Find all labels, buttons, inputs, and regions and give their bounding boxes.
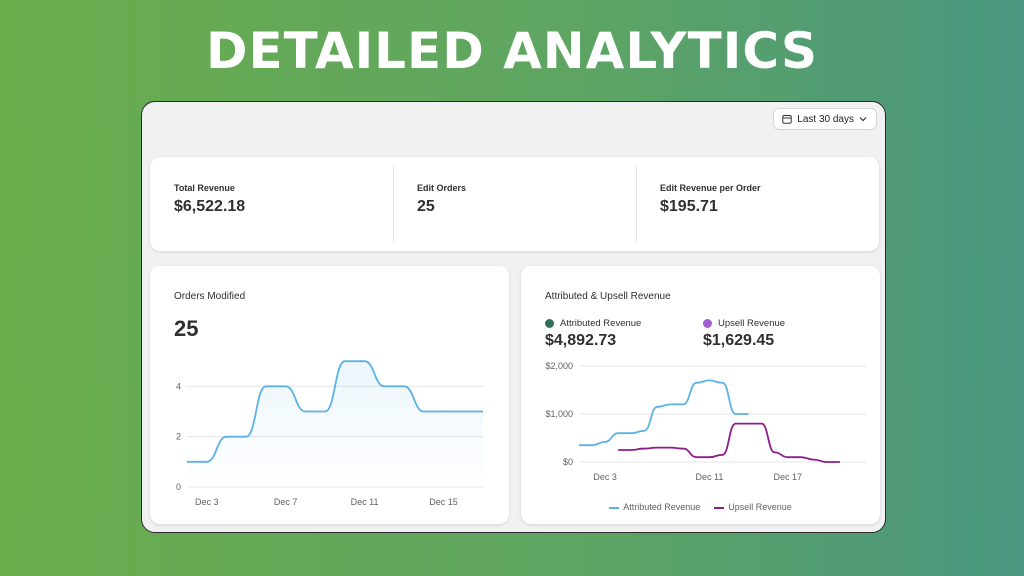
x-tick-label: Dec 7 [274,497,298,507]
y-tick-label: 2 [176,432,181,442]
legend-upsell-label: Upsell Revenue [728,502,792,512]
revenue-panel: Attributed & Upsell Revenue Attributed R… [521,266,880,524]
hero-title: DETAILED ANALYTICS [206,22,818,80]
x-tick-label: Dec 11 [351,497,379,507]
attributed-legend-label: Attributed Revenue [560,318,642,329]
attributed-dot-icon [545,319,554,328]
y-tick-label: $1,000 [545,409,573,419]
series-line-1 [618,422,840,463]
x-tick-label: Dec 17 [773,472,802,482]
stat-value: $6,522.18 [174,198,246,215]
upsell-legend-label: Upsell Revenue [718,318,786,329]
y-tick-label: 4 [176,381,181,391]
attributed-total: $4,892.73 [545,332,617,349]
series-line-0 [579,379,749,447]
upsell-legend: Upsell Revenue [703,318,785,329]
legend-upsell: Upsell Revenue [714,502,792,512]
legend-attributed-label: Attributed Revenue [623,502,701,512]
stat-value: $195.71 [660,198,718,215]
calendar-icon [782,115,792,124]
analytics-window: Last 30 days Total Revenue $6,522.18 Edi… [141,101,886,533]
attributed-legend: Attributed Revenue [545,318,641,329]
stat-value: 25 [417,198,435,215]
stat-edit-orders: Edit Orders 25 [393,157,636,251]
x-tick-label: Dec 15 [429,497,458,507]
y-tick-label: 0 [176,482,181,492]
x-tick-label: Dec 3 [195,497,219,507]
orders-modified-panel: Orders Modified 25 0 2 4 Dec 3 Dec 7 Dec 11 De… [150,266,509,524]
date-range-button[interactable]: Last 30 days [773,108,877,130]
panel-title: Orders Modified [174,291,246,302]
orders-modified-count: 25 [174,316,199,341]
stat-label: Edit Orders [417,183,467,193]
upsell-total: $1,629.45 [703,332,775,349]
y-tick-label: $0 [563,457,573,467]
legend-attributed: Attributed Revenue [609,502,700,512]
panel-title: Attributed & Upsell Revenue [545,291,671,302]
series-line-0 [186,360,483,463]
orders-modified-chart: 0 2 4 Dec 3 Dec 7 Dec 11 Dec 15 [176,360,484,507]
x-tick-label: Dec 3 [593,472,617,482]
stat-label: Total Revenue [174,183,235,193]
stat-total-revenue: Total Revenue $6,522.18 [150,157,393,251]
series-area [187,361,483,487]
date-range-label: Last 30 days [797,113,854,125]
summary-stats-card: Total Revenue $6,522.18 Edit Orders 25 E… [150,157,879,251]
chevron-down-icon [859,117,867,122]
stat-revenue-per-order: Edit Revenue per Order $195.71 [636,157,879,251]
x-tick-label: Dec 11 [696,472,724,482]
y-tick-label: $2,000 [545,361,573,371]
stat-label: Edit Revenue per Order [660,183,761,193]
upsell-dot-icon [703,319,712,328]
chart-legend: Attributed Revenue Upsell Revenue [521,502,880,512]
revenue-chart: $0 $1,000 $2,000 Dec 3 Dec 11 Dec 17 [545,361,866,482]
